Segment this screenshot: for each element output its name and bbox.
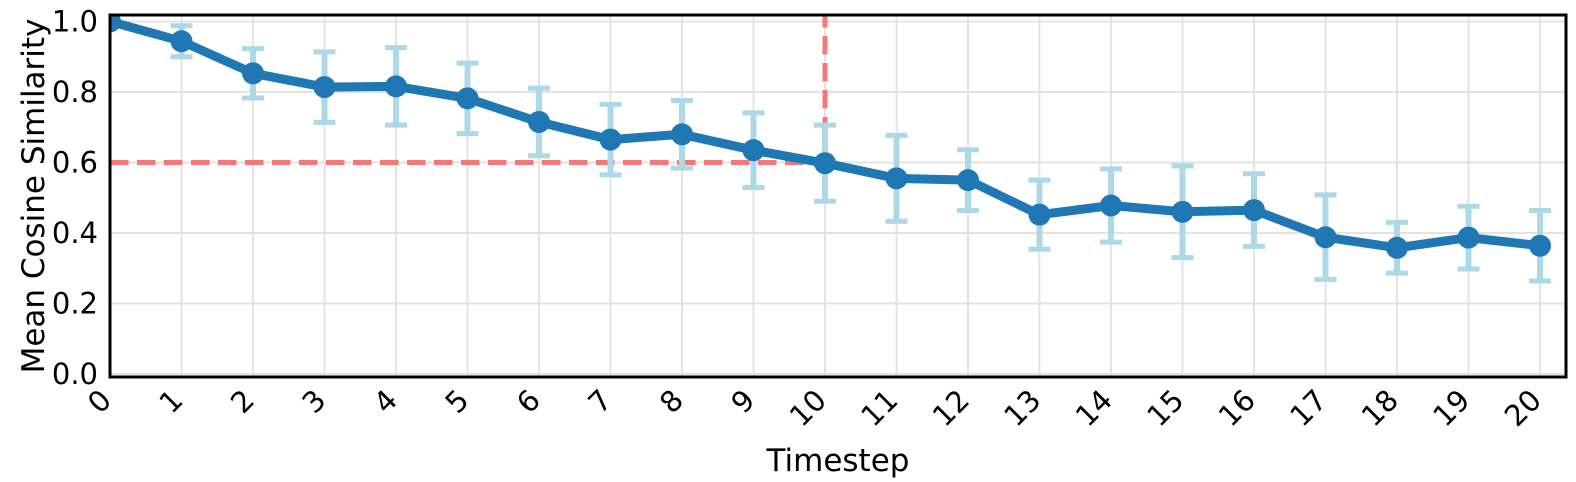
x-tick-label: 3	[295, 383, 332, 420]
data-point	[385, 75, 407, 98]
x-tick-label: 1	[152, 383, 189, 420]
x-axis-tick-labels: 0 1 2 3 4 5 6 7 8 9 10 11 12 13 14 15 16 17 18 19 20	[81, 383, 1548, 433]
x-tick-label: 16	[1212, 383, 1262, 433]
data-point	[957, 169, 979, 192]
x-tick-label: 15	[1140, 383, 1190, 433]
data-point	[742, 139, 765, 162]
data-point	[885, 167, 908, 190]
y-tick-label: 1.0	[52, 5, 98, 39]
data-point	[313, 76, 336, 99]
x-tick-label: 20	[1498, 383, 1548, 433]
data-point	[456, 87, 479, 110]
x-tick-label: 2	[224, 383, 261, 420]
y-axis-label: Mean Cosine Similarity	[16, 19, 52, 374]
data-point	[110, 15, 121, 33]
x-tick-label: 5	[438, 383, 475, 420]
x-tick-label: 18	[1355, 383, 1405, 433]
plot-border	[108, 13, 1568, 379]
annotation-layer	[110, 15, 828, 165]
data-point	[1529, 234, 1551, 257]
data-point	[1457, 226, 1480, 249]
x-tick-label: 17	[1283, 383, 1333, 433]
data-point	[1243, 199, 1265, 222]
y-tick-label: 0.0	[52, 357, 98, 391]
data-point	[1386, 236, 1408, 259]
y-tick-label: 0.2	[52, 287, 98, 321]
x-tick-label: 6	[510, 383, 547, 420]
data-point	[1171, 200, 1194, 223]
data-point	[814, 152, 836, 175]
x-tick-label: 14	[1069, 383, 1119, 433]
series-layer	[110, 15, 1551, 284]
x-tick-label: 11	[854, 383, 904, 433]
data-point	[528, 110, 550, 133]
y-axis-tick-labels: 0.0 0.2 0.4 0.6 0.8 1.0	[52, 5, 98, 392]
x-tick-label: 19	[1426, 383, 1476, 433]
y-tick-label: 0.4	[52, 216, 98, 250]
data-point	[1028, 203, 1051, 226]
data-point	[170, 30, 193, 53]
x-tick-label: 9	[724, 383, 761, 420]
data-point	[1314, 226, 1337, 249]
x-tick-label: 7	[581, 383, 618, 420]
data-point	[671, 123, 693, 146]
x-tick-label: 10	[783, 383, 833, 433]
x-tick-label: 13	[997, 383, 1047, 433]
grid-layer	[109, 15, 1566, 377]
x-tick-label: 4	[367, 383, 404, 420]
x-tick-label: 8	[653, 383, 690, 420]
data-point	[1100, 194, 1122, 217]
y-tick-label: 0.6	[52, 146, 98, 180]
x-tick-label: 12	[926, 383, 976, 433]
x-axis-label: Timestep	[766, 443, 910, 479]
y-tick-label: 0.8	[52, 75, 98, 109]
data-point	[242, 62, 264, 85]
data-point	[599, 128, 622, 151]
